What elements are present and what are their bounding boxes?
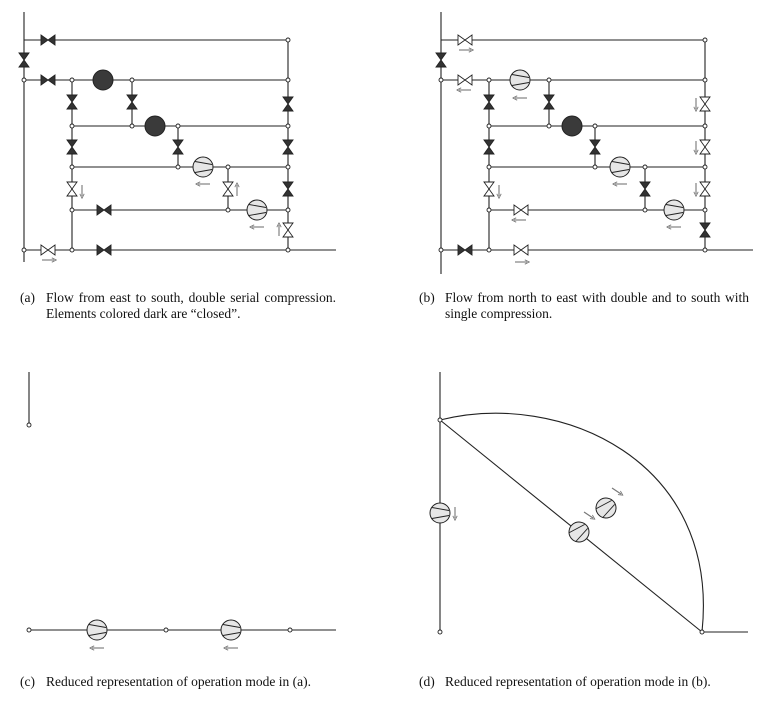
panel-b-nodes — [438, 37, 708, 253]
panel-b-flow-arrows — [459, 50, 696, 262]
caption-c-label: (c) — [20, 674, 35, 689]
panel-c-compressor-1 — [86, 619, 108, 641]
panel-c-compressor-2 — [220, 619, 242, 641]
panel-c-reduced-network — [26, 372, 336, 648]
caption-a-text: Flow from east to south, double serial c… — [46, 290, 336, 321]
caption-c-text: Reduced representation of operation mode… — [46, 674, 312, 689]
panel-a-flow-arrows — [42, 184, 279, 260]
panel-b-compressors — [509, 69, 685, 221]
panel-a-valves — [18, 34, 294, 256]
caption-d: (d) Reduced representation of operation … — [419, 674, 749, 690]
panel-a-compressors — [92, 69, 268, 221]
panel-d-compressor-vertical — [429, 502, 451, 524]
caption-d-label: (d) — [419, 674, 435, 689]
caption-a: (a) Flow from east to south, double seri… — [20, 290, 336, 322]
panel-a-network — [18, 12, 336, 262]
panel-a-nodes — [21, 37, 291, 253]
caption-a-label: (a) — [20, 290, 35, 305]
panel-b-network — [435, 12, 753, 274]
caption-b-label: (b) — [419, 290, 435, 305]
panel-d-reduced-network — [429, 372, 748, 635]
caption-d-text: Reduced representation of operation mode… — [445, 674, 711, 689]
panel-b-valves — [435, 34, 711, 256]
caption-b: (b) Flow from north to east with double … — [419, 290, 749, 322]
caption-c: (c) Reduced representation of operation … — [20, 674, 336, 690]
caption-b-text: Flow from north to east with double and … — [445, 290, 749, 321]
